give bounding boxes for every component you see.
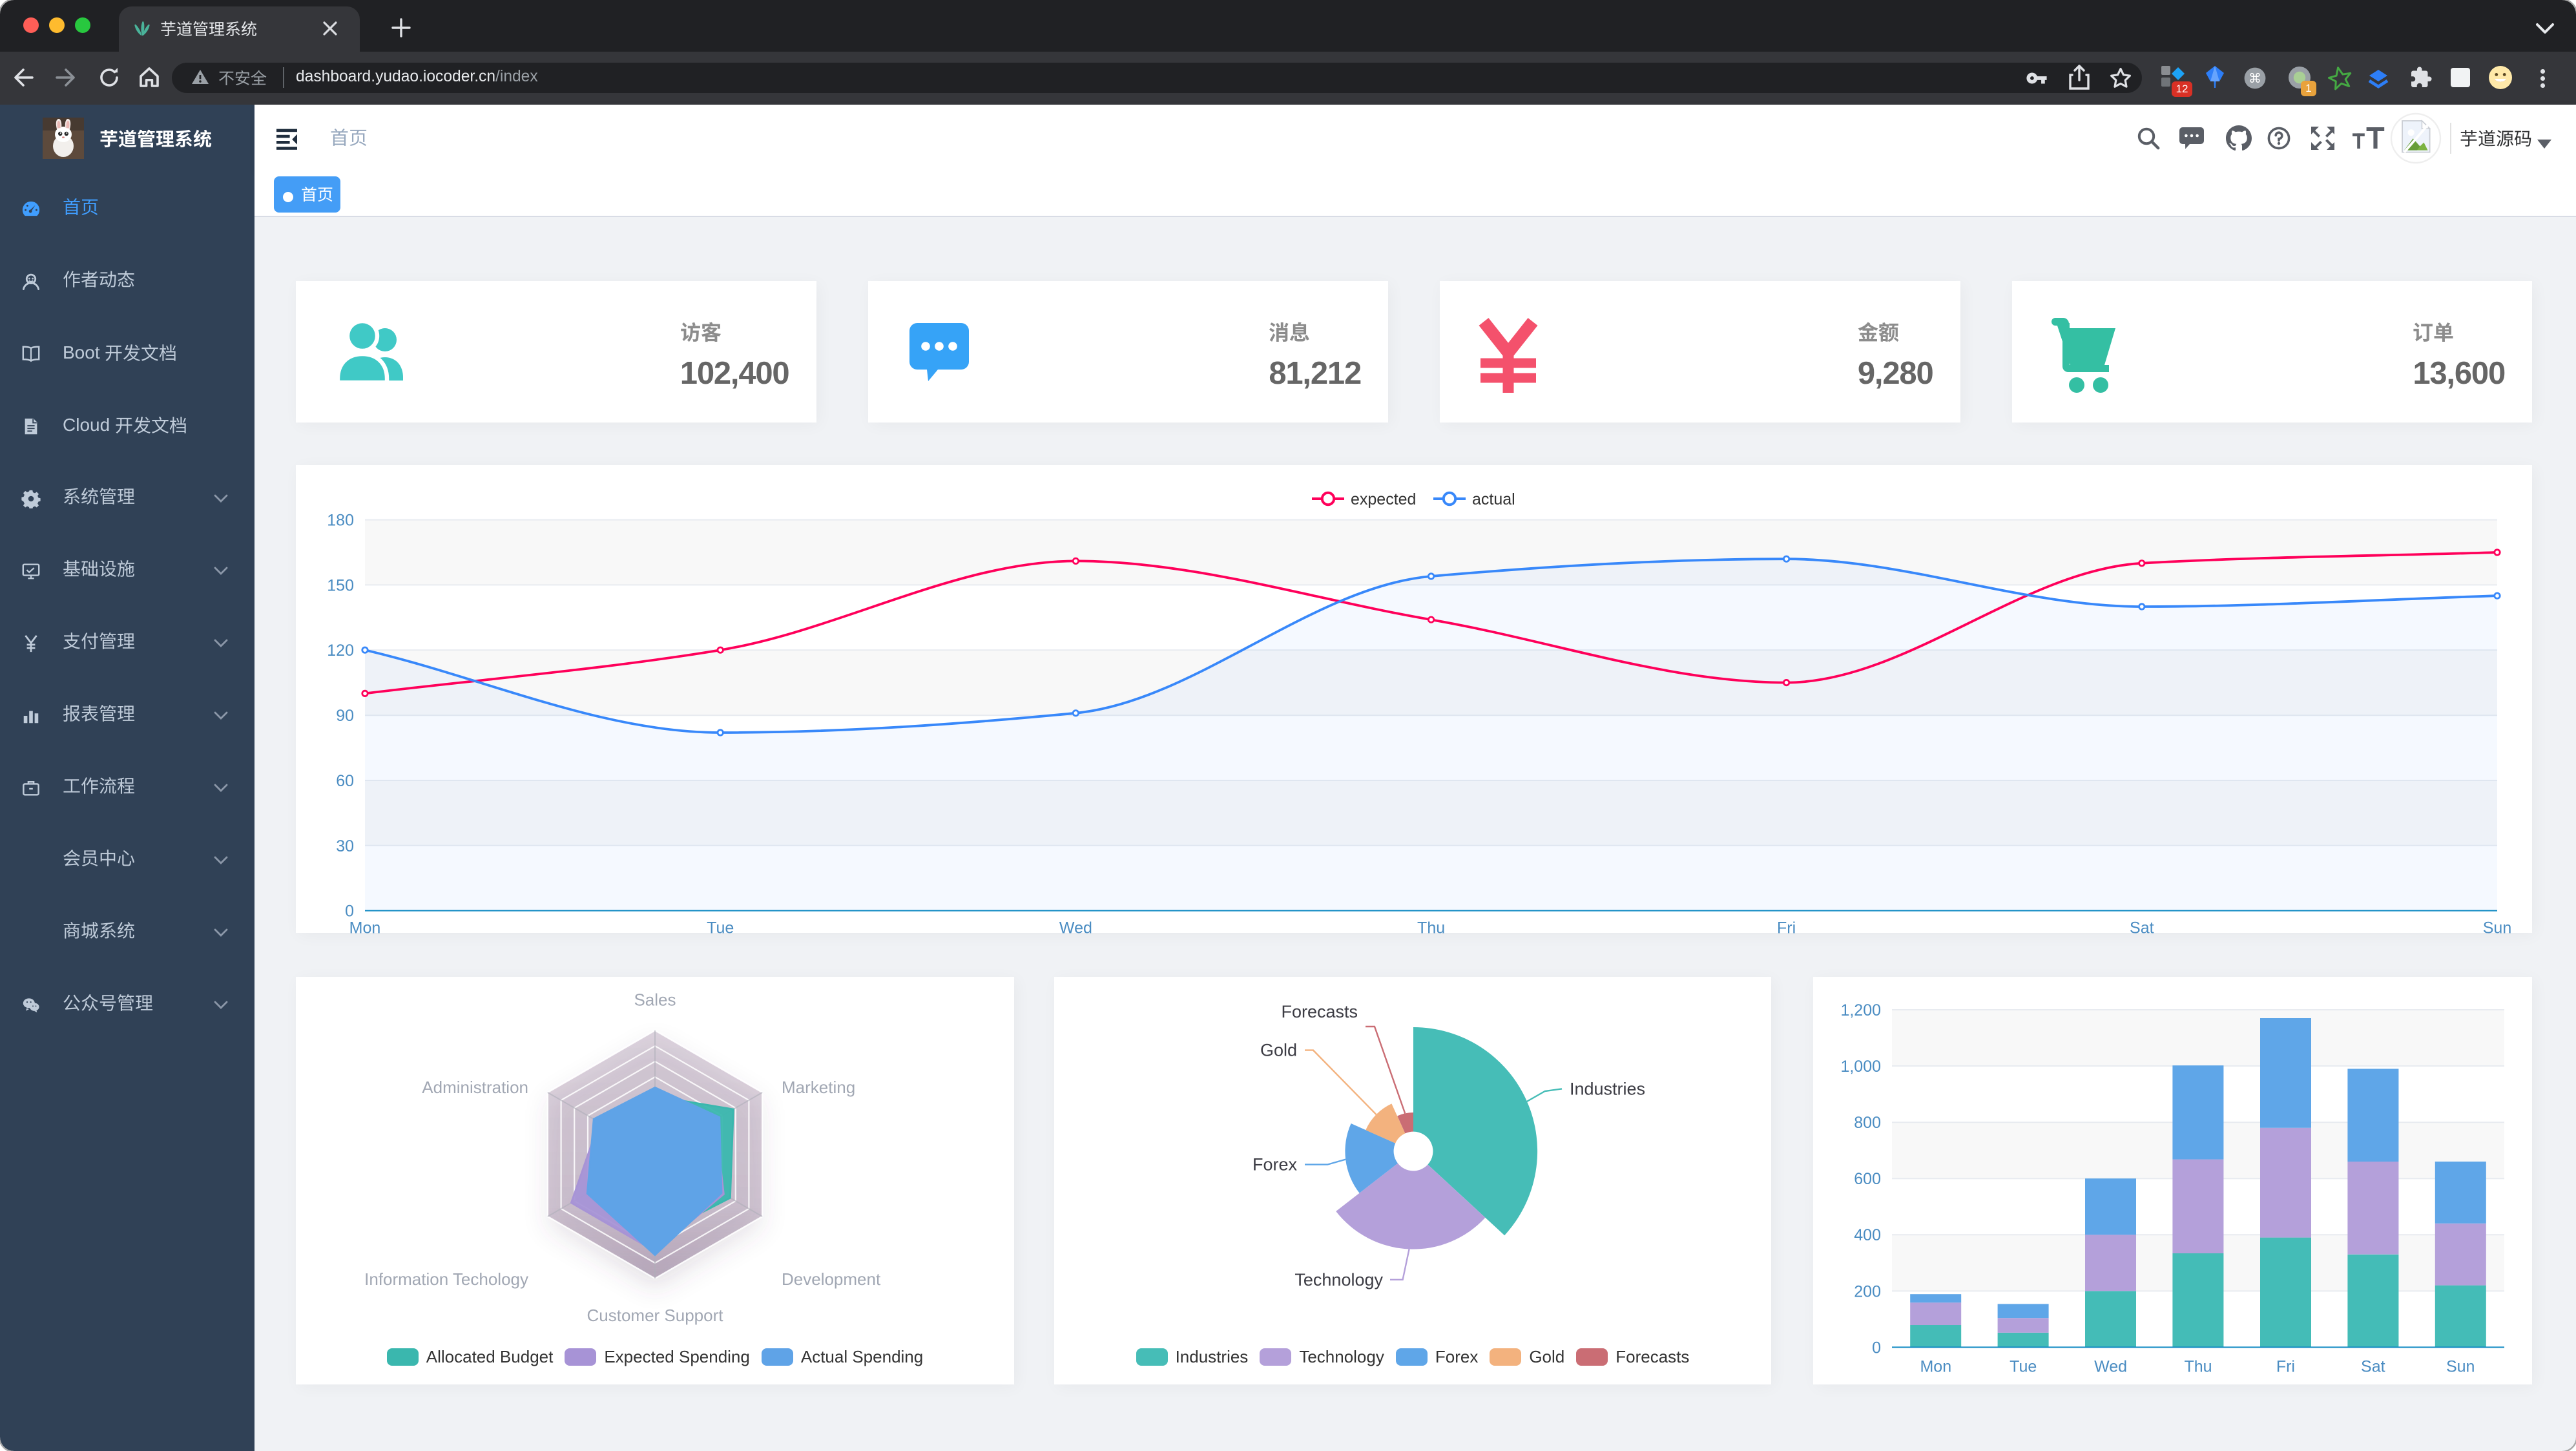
svg-text:Mon: Mon [349, 919, 381, 937]
svg-text:Sales: Sales [634, 990, 676, 1010]
svg-text:Fri: Fri [1777, 919, 1796, 937]
svg-text:1,200: 1,200 [1840, 1001, 1881, 1019]
svg-text:Wed: Wed [2094, 1357, 2127, 1375]
svg-text:Thu: Thu [2184, 1357, 2212, 1375]
svg-text:Technology: Technology [1294, 1270, 1383, 1289]
svg-text:200: 200 [1854, 1282, 1881, 1300]
svg-text:Sat: Sat [2361, 1357, 2385, 1375]
svg-text:180: 180 [327, 512, 354, 530]
svg-text:Sun: Sun [2446, 1357, 2475, 1375]
svg-text:Customer Support: Customer Support [587, 1306, 724, 1325]
svg-text:Marketing: Marketing [782, 1078, 855, 1097]
svg-text:Tue: Tue [2010, 1357, 2037, 1375]
svg-text:1,000: 1,000 [1840, 1058, 1881, 1076]
svg-text:120: 120 [327, 642, 354, 660]
svg-text:Gold: Gold [1260, 1041, 1297, 1060]
svg-text:Thu: Thu [1417, 919, 1445, 937]
svg-text:Mon: Mon [1920, 1357, 1951, 1375]
svg-text:0: 0 [1872, 1339, 1881, 1357]
svg-text:150: 150 [327, 576, 354, 594]
svg-text:Forex: Forex [1252, 1155, 1298, 1174]
svg-text:⌘: ⌘ [2249, 72, 2261, 86]
svg-text:Sat: Sat [2130, 919, 2154, 937]
svg-text:0: 0 [345, 903, 354, 921]
svg-text:30: 30 [336, 837, 354, 855]
svg-text:60: 60 [336, 772, 354, 790]
svg-text:Sun: Sun [2483, 919, 2511, 937]
svg-text:Information Techology: Information Techology [364, 1269, 528, 1289]
svg-text:actual: actual [1472, 490, 1515, 508]
svg-text:Forecasts: Forecasts [1281, 1002, 1358, 1021]
svg-text:90: 90 [336, 707, 354, 725]
svg-text:400: 400 [1854, 1226, 1881, 1244]
svg-text:Industries: Industries [1570, 1079, 1645, 1098]
svg-text:Administration: Administration [422, 1078, 528, 1097]
svg-text:600: 600 [1854, 1170, 1881, 1188]
svg-text:800: 800 [1854, 1114, 1881, 1132]
svg-text:Tue: Tue [707, 919, 734, 937]
svg-text:expected: expected [1351, 490, 1416, 508]
svg-text:Fri: Fri [2276, 1357, 2295, 1375]
svg-text:Development: Development [782, 1269, 881, 1289]
svg-text:Wed: Wed [1059, 919, 1092, 937]
